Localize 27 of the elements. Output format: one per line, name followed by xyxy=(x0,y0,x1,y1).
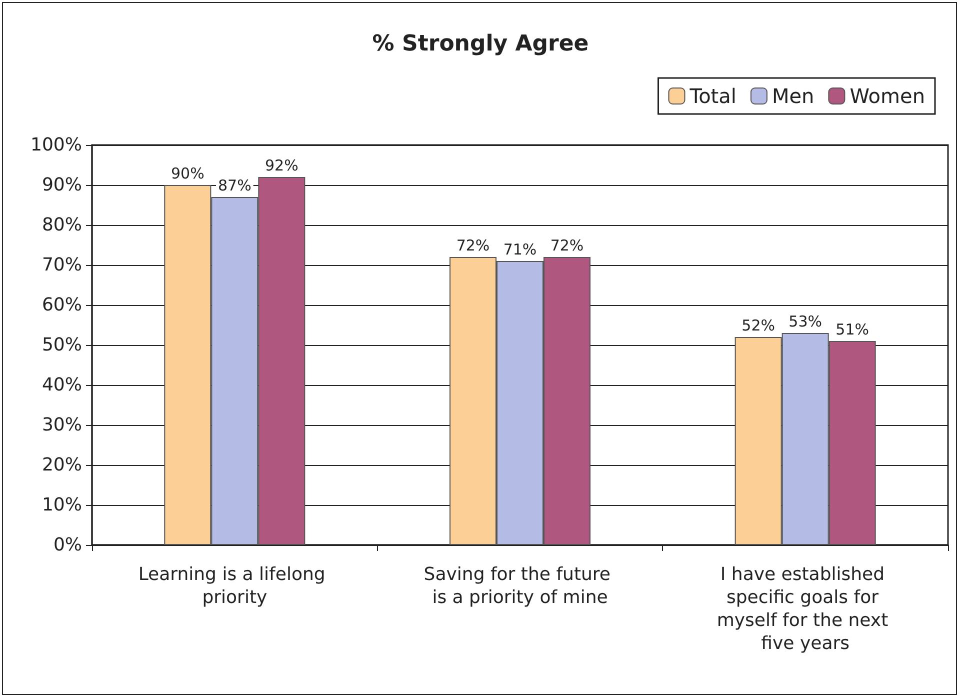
y-tick-label: 50% xyxy=(42,334,82,356)
y-tick-label: 90% xyxy=(42,174,82,196)
data-label: 71% xyxy=(503,240,537,258)
y-tick-label: 30% xyxy=(42,414,82,436)
data-label: 72% xyxy=(456,236,490,254)
y-tick-label: 40% xyxy=(42,374,82,396)
data-label: 92% xyxy=(264,156,298,174)
x-tick-label: Learning is a lifelong priority xyxy=(138,564,332,608)
legend-label: Women xyxy=(850,84,926,108)
data-label: 53% xyxy=(788,312,822,330)
y-tick-label: 80% xyxy=(42,214,82,236)
legend-label: Total xyxy=(688,84,736,108)
y-tick-label: 70% xyxy=(42,254,82,276)
y-tick-label: 20% xyxy=(42,454,82,476)
y-tick-label: 10% xyxy=(42,494,82,516)
data-label: 52% xyxy=(742,316,776,334)
x-tick-label: Saving for the future is a priority of mine xyxy=(424,564,616,608)
y-tick-label: 100% xyxy=(30,134,82,156)
y-tick-label: 0% xyxy=(53,534,82,556)
legend-label: Men xyxy=(772,84,814,108)
data-label: 90% xyxy=(170,164,204,182)
x-tick-label: I have established specific goals for myself for the next five years xyxy=(716,564,894,654)
data-label: 87% xyxy=(218,176,252,194)
chart-title: % Strongly Agree xyxy=(372,32,589,56)
y-tick-label: 60% xyxy=(42,294,82,316)
data-label: 72% xyxy=(550,236,584,254)
data-label: 51% xyxy=(836,320,870,338)
